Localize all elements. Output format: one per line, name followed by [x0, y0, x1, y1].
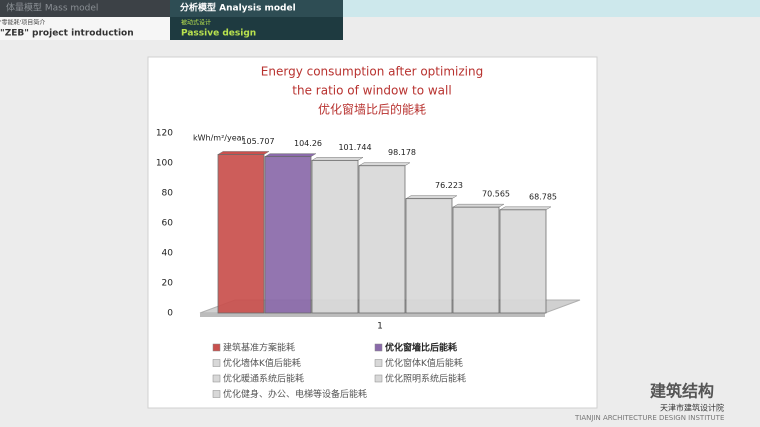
value-label: 98.178 [388, 148, 416, 157]
tab-bg [170, 0, 343, 17]
y-tick-label: 60 [162, 219, 174, 229]
y-unit: kWh/m²/year [193, 134, 246, 143]
tab-bg [0, 0, 170, 17]
value-label: 101.744 [338, 143, 371, 152]
legend-marker [374, 359, 383, 367]
tab[interactable]: 分析模型 Analysis model [180, 2, 296, 14]
watermark: 天津市建筑设计院 [660, 403, 724, 413]
y-tick-label: 100 [156, 159, 173, 169]
bar-top [358, 162, 411, 166]
bar-top [217, 151, 270, 155]
bar-top [264, 153, 317, 157]
bar-top [499, 206, 552, 211]
bar [405, 198, 453, 314]
tab[interactable]: 体量模型 Mass model [6, 2, 98, 14]
section: "ZEB" project introduction [0, 29, 134, 39]
y-tick-label: 40 [162, 249, 174, 259]
section-bg [0, 17, 170, 40]
y-tick-label: 0 [167, 309, 173, 319]
y-tick-label: 20 [162, 279, 174, 289]
value-label: 76.223 [435, 181, 463, 190]
y-tick-label: 80 [162, 189, 174, 199]
x-tick-label: 1 [377, 322, 383, 332]
legend-marker [374, 343, 383, 352]
legend-marker [212, 390, 221, 398]
value-label: 68.785 [529, 192, 557, 201]
value-label: 105.707 [241, 137, 274, 146]
chart-title: the ratio of window to wall [292, 84, 451, 98]
bar-top [452, 203, 505, 208]
bar-top [405, 195, 458, 199]
value-label: 70.565 [482, 190, 510, 199]
section-bg [170, 17, 343, 40]
legend-label: 优化照明系统后能耗 [385, 373, 466, 385]
bar [264, 156, 312, 314]
legend-marker [374, 374, 383, 383]
chart-title: Energy consumption after optimizing [261, 65, 483, 79]
legend-label: 优化暖通系统后能耗 [223, 373, 304, 385]
legend-marker [212, 359, 221, 367]
legend-label: 优化健身、办公、电梯等设备后能耗 [223, 388, 367, 400]
bar-top [311, 157, 364, 161]
floor-edge [200, 313, 545, 317]
bar [358, 165, 406, 314]
legend-label: 优化窗墙比后能耗 [385, 342, 457, 354]
watermark: TIANJIN ARCHITECTURE DESIGN INSTITUTE [574, 414, 724, 422]
y-tick-label: 120 [156, 129, 173, 139]
tab-bg [343, 0, 760, 17]
bar [452, 206, 500, 314]
chart-title: 优化窗墙比后的能耗 [318, 102, 426, 117]
bar [499, 209, 547, 314]
subsection-small: 被动式设计 [181, 19, 211, 27]
legend-label: 建筑基准方案能耗 [223, 342, 295, 354]
legend-marker [212, 374, 221, 383]
value-label: 104.26 [294, 139, 322, 148]
section-small: '零能耗'项目简介 [0, 19, 45, 27]
legend-label: 优化墙体K值后能耗 [223, 357, 301, 369]
legend-label: 优化窗体K值后能耗 [385, 357, 463, 369]
bar [217, 154, 265, 314]
legend-marker [212, 343, 221, 352]
subsection: Passive design [181, 29, 256, 39]
watermark: 建筑结构 [650, 382, 714, 401]
bar [311, 159, 359, 314]
